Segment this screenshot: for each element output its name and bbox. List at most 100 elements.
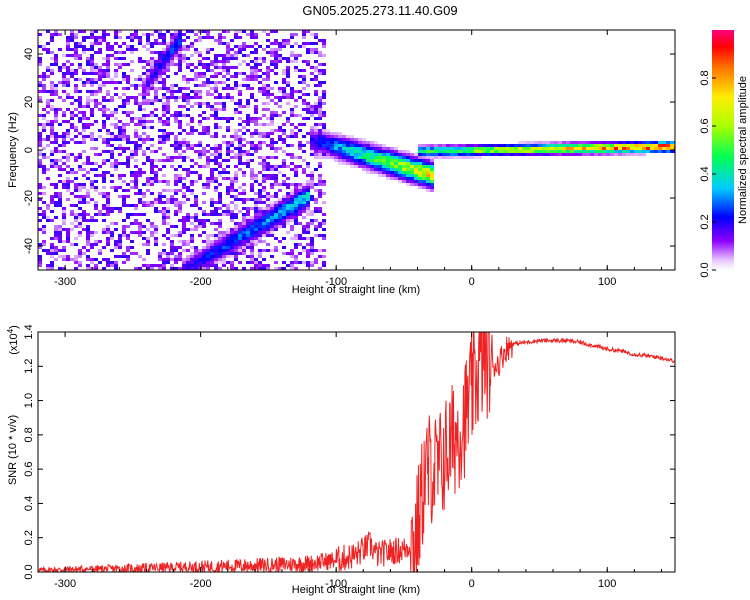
spectrogram-cell <box>98 153 102 156</box>
spectrogram-cell <box>174 246 178 249</box>
spectrogram-cell <box>106 159 110 162</box>
spectrogram-cell <box>338 135 342 138</box>
spectrogram-cell <box>46 168 50 171</box>
spectrogram-cell <box>318 162 322 165</box>
spectrogram-cell <box>182 177 186 180</box>
spectrogram-cells <box>38 30 675 270</box>
spectrogram-cell <box>418 153 422 156</box>
spectrogram-cell <box>190 255 194 258</box>
spectrogram-cell <box>126 48 130 51</box>
spectrogram-cell <box>314 78 318 81</box>
spectrogram-cell <box>142 243 146 246</box>
spectrogram-cell <box>270 132 274 135</box>
spectrogram-cell <box>162 129 166 132</box>
spectrogram-cell <box>138 171 142 174</box>
spectrogram-cell <box>310 183 314 186</box>
spectrogram-cell <box>266 225 270 228</box>
spectrogram-cell <box>194 75 198 78</box>
spectrogram-cell <box>54 108 58 111</box>
spectrogram-cell <box>482 150 486 153</box>
spectrogram-cell <box>190 180 194 183</box>
spectrogram-cell <box>246 240 250 243</box>
spectrogram-cell <box>218 171 222 174</box>
spectrogram-cell <box>178 174 182 177</box>
spectrogram-cell <box>342 138 346 141</box>
spectrogram-cell <box>218 267 222 270</box>
spectrogram-cell <box>322 180 326 183</box>
spectrogram-cell <box>290 207 294 210</box>
spectrogram-cell <box>306 213 310 216</box>
spectrogram-cell <box>314 249 318 252</box>
spectrogram-cell <box>282 111 286 114</box>
spectrogram-cell <box>130 222 134 225</box>
spectrogram-cell <box>258 240 262 243</box>
spectrogram-cell <box>414 183 418 186</box>
spectrogram-cell <box>54 120 58 123</box>
spectrogram-cell <box>414 171 418 174</box>
spectrogram-cell <box>250 96 254 99</box>
spectrogram-cell <box>282 150 286 153</box>
spectrogram-cell <box>618 144 622 147</box>
spectrogram-cell <box>218 237 222 240</box>
spectrogram-cell <box>270 129 274 132</box>
spectrogram-cell <box>194 228 198 231</box>
spectrogram-cell <box>218 234 222 237</box>
spectrogram-cell <box>666 150 670 153</box>
spectrogram-cell <box>274 177 278 180</box>
spectrogram-cell <box>186 102 190 105</box>
spectrogram-cell <box>386 147 390 150</box>
spectrogram-cell <box>74 243 78 246</box>
spectrogram-cell <box>250 198 254 201</box>
spectrogram-cell <box>62 84 66 87</box>
spectrogram-cell <box>62 63 66 66</box>
spectrogram-cell <box>202 57 206 60</box>
spectrogram-cell <box>158 99 162 102</box>
spectrogram-cell <box>326 153 330 156</box>
spectrogram-cell <box>234 237 238 240</box>
spectrogram-cell <box>182 141 186 144</box>
spectrogram-cell <box>218 126 222 129</box>
spectrogram-cell <box>314 123 318 126</box>
spectrogram-cell <box>162 195 166 198</box>
spectrogram-cell <box>218 66 222 69</box>
spectrogram-cell <box>150 84 154 87</box>
spectrogram-cell <box>278 114 282 117</box>
spectrogram-cell <box>206 57 210 60</box>
spectrogram-cell <box>222 42 226 45</box>
spectrogram-cell <box>158 117 162 120</box>
spectrogram-cell <box>154 78 158 81</box>
spectrogram-cell <box>178 63 182 66</box>
spectrogram-cell <box>106 66 110 69</box>
spectrogram-cell <box>106 201 110 204</box>
spectrogram-cell <box>278 210 282 213</box>
spectrogram-cell <box>314 147 318 150</box>
spectrogram-cell <box>258 264 262 267</box>
spectrogram-cell <box>126 216 130 219</box>
spectrogram-cell <box>86 219 90 222</box>
spectrogram-cell <box>174 156 178 159</box>
spectrogram-cell <box>162 105 166 108</box>
spectrogram-cell <box>50 249 54 252</box>
spectrogram-cell <box>46 207 50 210</box>
spectrogram-cell <box>594 153 598 156</box>
spectrogram-cell <box>262 114 266 117</box>
spectrogram-cell <box>238 243 242 246</box>
spectrogram-cell <box>62 90 66 93</box>
spectrogram-cell <box>146 72 150 75</box>
spectrogram-cell <box>290 189 294 192</box>
spectrogram-cell <box>282 132 286 135</box>
spectrogram-cell <box>50 69 54 72</box>
spectrogram-cell <box>98 51 102 54</box>
spectrogram-cell <box>146 33 150 36</box>
spectrogram-cell <box>102 69 106 72</box>
spectrogram-cell <box>298 165 302 168</box>
spectrogram-cell <box>306 30 310 33</box>
spectrogram-cell <box>98 213 102 216</box>
spectrogram-cell <box>62 114 66 117</box>
spectrogram-cell <box>150 222 154 225</box>
spectrogram-cell <box>442 153 446 156</box>
spectrogram-cell <box>98 210 102 213</box>
spectrogram-cell <box>106 48 110 51</box>
spectrogram-cell <box>526 150 530 153</box>
spectrogram-cell <box>154 228 158 231</box>
